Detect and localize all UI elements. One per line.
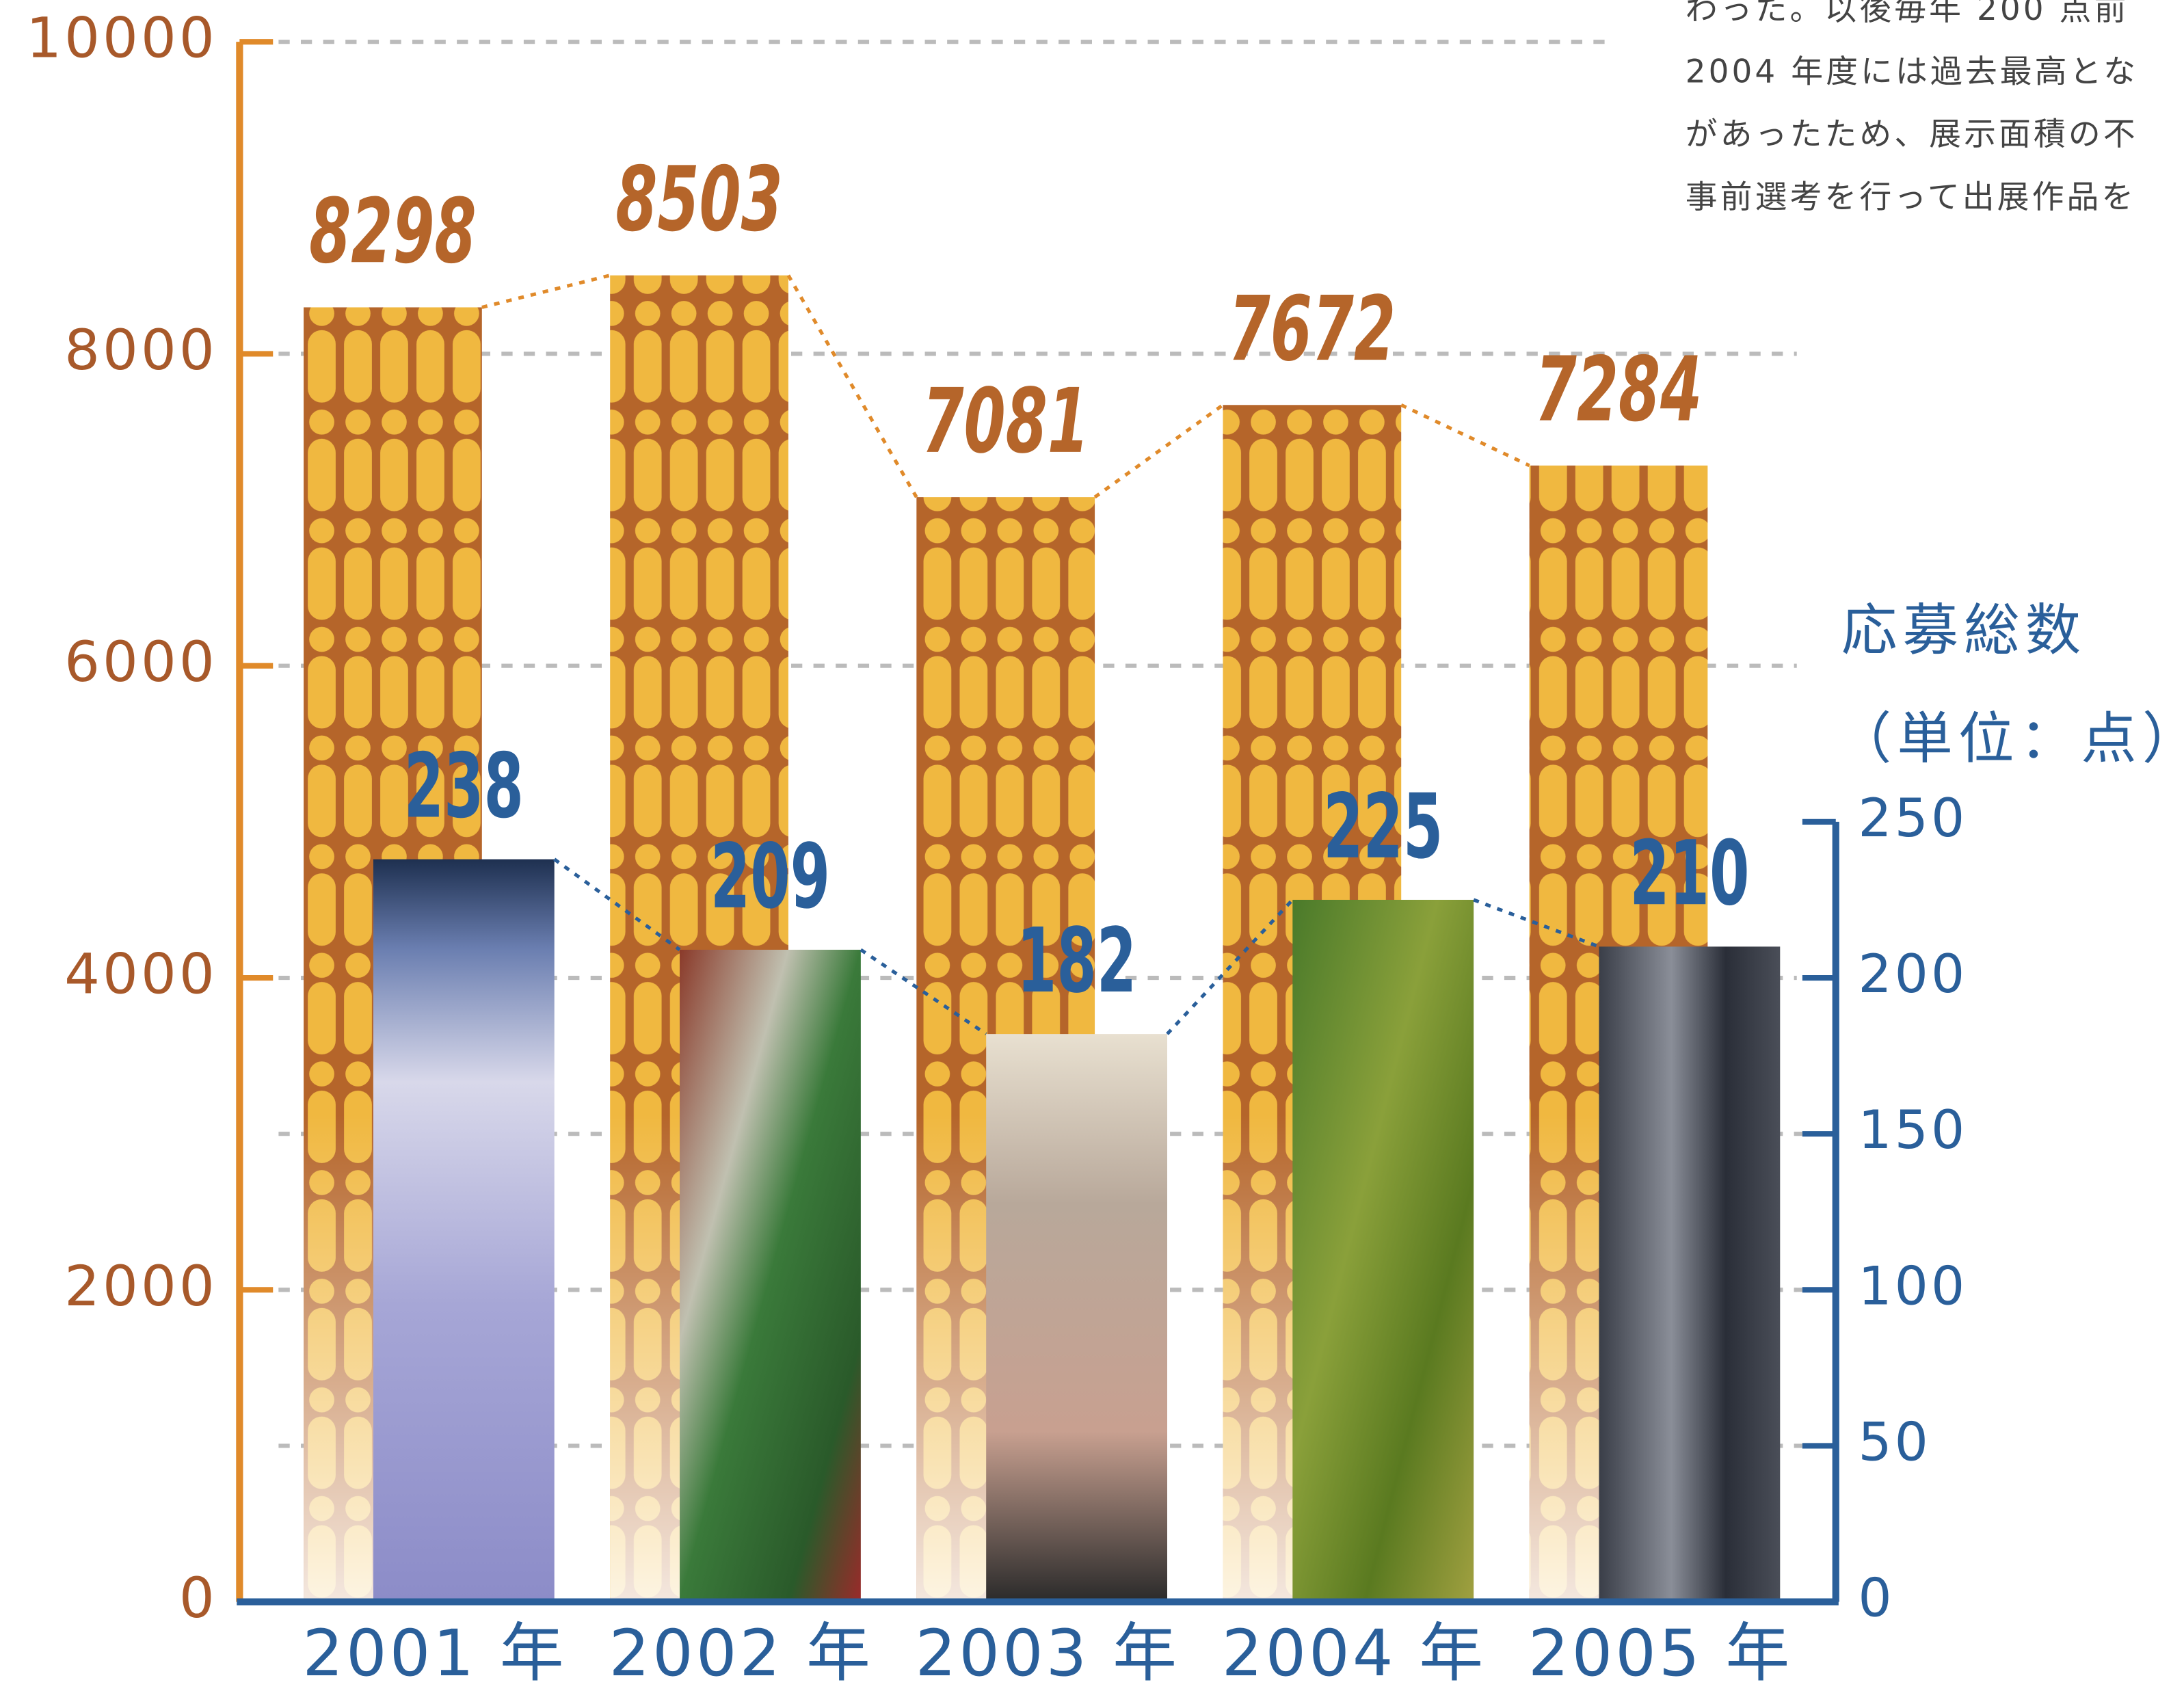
value-label: 209	[710, 825, 830, 929]
bar	[680, 950, 861, 1602]
y2-tick-label: 150	[1858, 1100, 1967, 1161]
value-label: 238	[404, 734, 524, 838]
y-tick-label: 8000	[64, 318, 217, 383]
text-line: 2004 年度には過去最高とな	[1686, 54, 2138, 91]
x-tick-label: 2001 年	[302, 1616, 566, 1691]
y-tick-label: 6000	[64, 630, 217, 695]
value-label: 182	[1017, 909, 1136, 1013]
connector	[482, 276, 610, 308]
x-tick-label: 2002 年	[609, 1616, 873, 1691]
bar	[986, 1034, 1167, 1601]
x-tick-label: 2004 年	[1222, 1616, 1486, 1691]
annotation: （単位：点）	[1836, 706, 2184, 771]
value-label: 210	[1629, 821, 1749, 925]
y2-tick-label: 50	[1858, 1411, 1931, 1473]
y-tick-label: 10000	[26, 6, 217, 71]
connector	[1095, 405, 1223, 497]
text-line: わった。以後毎年 200 点前	[1686, 0, 2129, 28]
value-label: 7284	[1535, 338, 1702, 442]
bar	[373, 860, 555, 1602]
y2-tick-label: 0	[1858, 1568, 1894, 1629]
connector	[788, 276, 916, 497]
annotation: 応募総数	[1841, 598, 2086, 663]
bar	[1292, 900, 1474, 1602]
x-tick-label: 2005 年	[1528, 1616, 1792, 1691]
text-line: 事前選考を行って出展作品を	[1686, 179, 2137, 216]
y2-tick-label: 100	[1858, 1255, 1967, 1317]
y-tick-label: 0	[179, 1566, 217, 1631]
y-tick-label: 4000	[64, 942, 217, 1007]
y2-tick-label: 200	[1858, 944, 1967, 1005]
value-label: 7672	[1229, 277, 1396, 381]
bar	[1599, 946, 1780, 1601]
y2-tick-label: 250	[1858, 788, 1967, 849]
value-label: 7081	[922, 369, 1089, 473]
text-line: があったため、展示面積の不	[1686, 116, 2138, 153]
value-label: 225	[1323, 775, 1443, 879]
value-label: 8298	[309, 179, 476, 283]
text-block: わった。以後毎年 200 点前 2004 年度には過去最高とながあったため、展示面…	[1686, 0, 2138, 216]
y-tick-label: 2000	[64, 1254, 217, 1319]
chart: わった。以後毎年 200 点前 2004 年度には過去最高とながあったため、展示面…	[0, 0, 2184, 1691]
page: わった。以後毎年 200 点前 2004 年度には過去最高とながあったため、展示面…	[0, 0, 2184, 1691]
connector	[1401, 405, 1529, 466]
x-tick-label: 2003 年	[916, 1616, 1180, 1691]
value-label: 8503	[615, 147, 782, 251]
